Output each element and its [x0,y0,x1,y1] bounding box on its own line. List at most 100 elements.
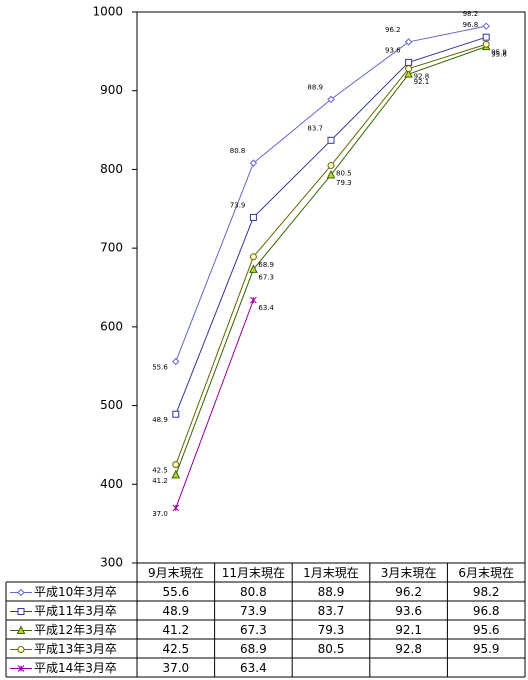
series-line [175,25,487,362]
series-line [175,43,487,465]
legend-label: 平成11年3月卒 [34,604,117,618]
data-label: 68.9 [258,261,274,269]
legend-marker [17,665,25,672]
legend-label: 平成13年3月卒 [34,642,117,656]
marker [172,504,180,512]
legend-marker [16,625,26,634]
marker [404,69,413,78]
x-tick-label: 9月末現在 [148,566,204,580]
data-label: 80.8 [230,147,246,155]
table-cell: 37.0 [162,661,189,675]
data-label: 96.2 [385,26,401,34]
marker [327,95,335,104]
marker [482,33,490,41]
x-tick-label: 11月末現在 [222,566,285,580]
table-cell: 83.7 [318,604,345,618]
data-label: 95.6 [491,51,507,59]
marker [327,161,335,169]
data-label: 98.2 [463,10,479,18]
data-label: 92.8 [414,73,430,81]
legend-marker [17,665,25,672]
marker [327,136,335,144]
y-tick-label: 300 [100,556,123,570]
legend-label: 平成14年3月卒 [34,661,117,675]
marker [172,461,180,469]
series-line [175,46,487,476]
data-label: 41.2 [152,477,168,485]
data-label: 73.9 [230,201,246,209]
table-cell: 68.9 [240,642,267,656]
legend-marker [17,588,25,597]
table-cell: 73.9 [240,604,267,618]
x-tick-label: 3月末現在 [381,566,437,580]
table-cell: 80.5 [318,642,345,656]
data-label: 79.3 [336,179,352,187]
data-label: 63.4 [258,304,274,312]
table-cell: 92.1 [395,623,422,637]
table-cell: 41.2 [162,623,189,637]
data-label: 92.1 [414,78,430,86]
marker [482,40,490,48]
table-cell: 80.8 [240,585,267,599]
table-cell: 93.6 [395,604,422,618]
marker [172,357,180,366]
x-tick-label: 1月末現在 [303,566,359,580]
plot-area [136,11,526,564]
marker [249,253,257,261]
data-label: 80.5 [336,169,352,177]
table-cell: 95.9 [473,642,500,656]
y-tick-label: 1000 [92,5,123,19]
legend-marker [17,608,25,615]
table-cell: 88.9 [318,585,345,599]
y-tick-label: 600 [100,319,123,333]
table-cell: 95.6 [473,623,500,637]
y-tick-label: 800 [100,162,123,176]
marker [249,159,258,167]
data-label: 88.9 [307,83,323,91]
table-cell: 55.6 [162,585,189,599]
data-label: 48.9 [152,416,168,424]
table-cell: 96.8 [473,604,500,618]
table-cell: 48.9 [162,604,189,618]
data-label: 55.6 [152,363,168,371]
marker [172,410,180,418]
marker [326,169,336,179]
marker [482,22,490,30]
table-cell: 96.2 [395,585,422,599]
table-cell: 63.4 [240,661,267,675]
legend-marker [17,608,25,615]
series-line [175,36,487,415]
legend-marker [17,646,25,653]
table-cell: 67.3 [240,623,267,637]
marker [171,469,181,479]
table-cell: 79.3 [318,623,345,637]
marker [405,58,413,66]
data-label: 93.6 [385,46,401,54]
marker [405,65,413,73]
table-cell: 42.5 [162,642,189,656]
table-cell: 98.2 [473,585,500,599]
data-label: 95.9 [491,48,507,56]
data-label: 37.0 [152,510,168,518]
data-label: 96.8 [463,21,479,29]
table-cell: 92.8 [395,642,422,656]
data-label: 42.5 [152,467,168,475]
data-label: 83.7 [307,124,323,132]
x-tick-label: 6月末現在 [458,566,514,580]
y-tick-label: 400 [100,477,123,491]
marker [250,296,257,304]
legend-marker [16,625,26,634]
series-line [175,299,254,509]
legend-label: 平成12年3月卒 [34,623,117,637]
data-label: 67.3 [258,273,274,281]
legend-marker [17,646,25,653]
y-tick-label: 900 [100,83,123,97]
y-tick-label: 500 [100,398,123,412]
marker [404,38,413,46]
legend-marker [17,588,25,597]
marker [249,213,257,221]
y-tick-label: 700 [100,241,123,255]
legend-label: 平成10年3月卒 [34,585,117,599]
